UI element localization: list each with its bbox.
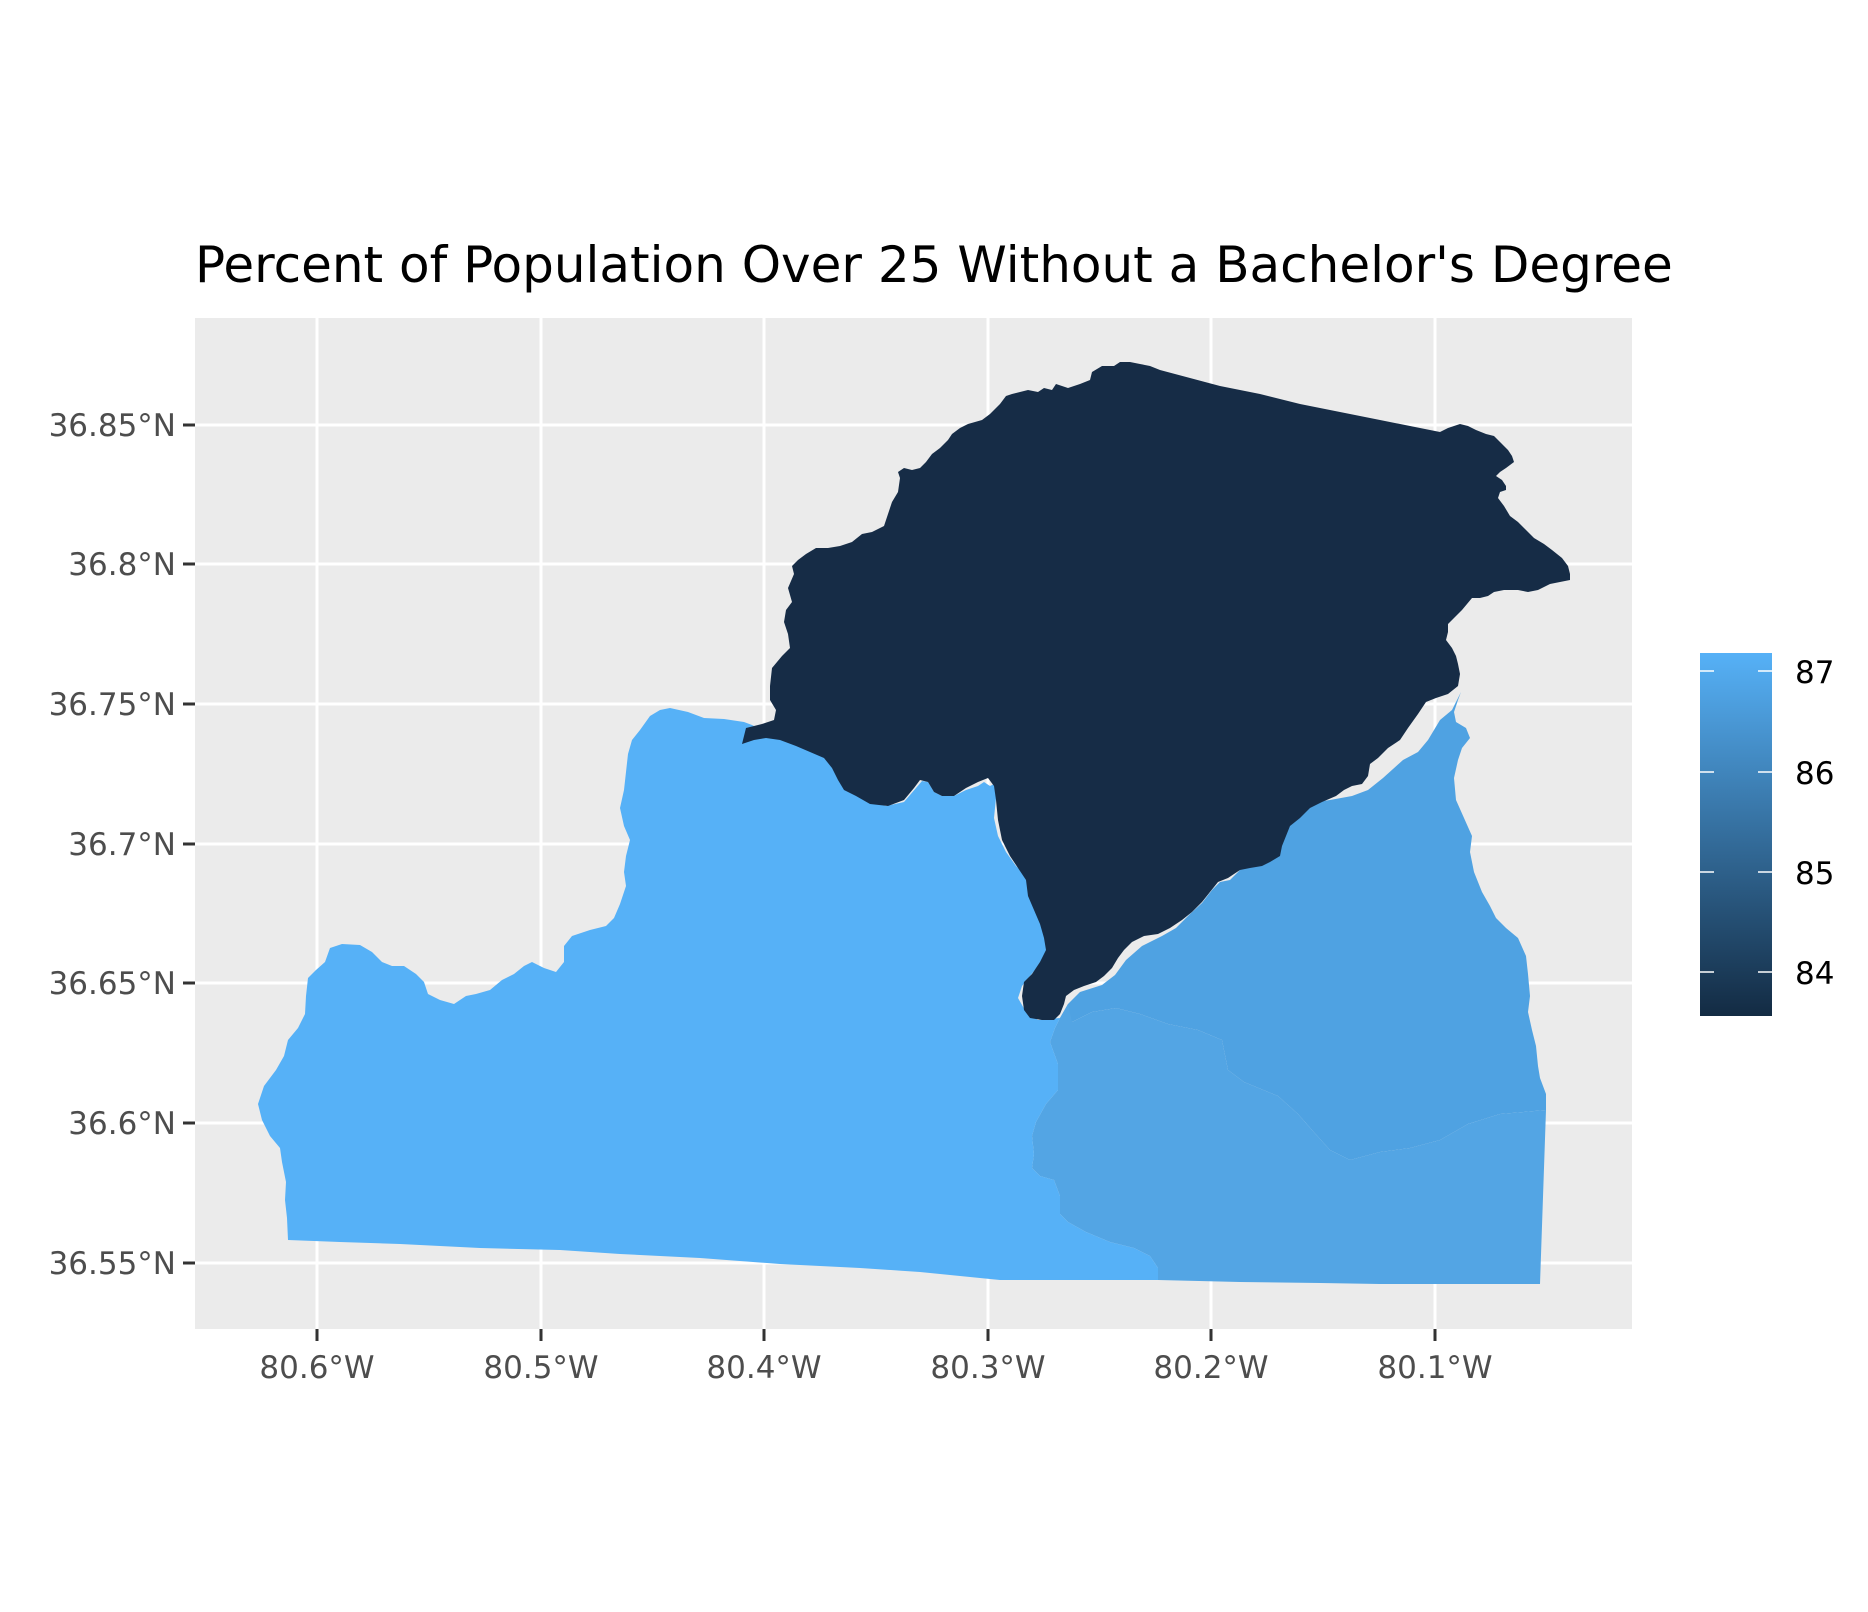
legend-label-85: 85	[1795, 856, 1834, 892]
y-tick-label-6: 36.6°N	[68, 1106, 176, 1142]
x-tick-label-6: 80.1°W	[1377, 1350, 1492, 1386]
region-west	[258, 708, 1158, 1280]
legend-colorbar	[1700, 653, 1772, 1016]
y-tick-label-3: 36.75°N	[49, 687, 176, 723]
x-tick-label-2: 80.5°W	[483, 1350, 598, 1386]
map-regions	[258, 362, 1570, 1284]
y-tick-label-2: 36.8°N	[68, 547, 176, 583]
y-axis	[183, 423, 195, 1265]
x-axis-labels: 80.6°W 80.5°W 80.4°W 80.3°W 80.2°W 80.1°…	[259, 1350, 1492, 1386]
legend-label-84: 84	[1795, 956, 1834, 992]
map-title: Percent of Population Over 25 Without a …	[195, 236, 1673, 294]
legend-label-87: 87	[1795, 655, 1834, 691]
legend-label-86: 86	[1795, 756, 1834, 792]
y-tick-label-1: 36.85°N	[49, 408, 176, 444]
x-axis	[315, 1329, 1437, 1341]
region-north	[742, 362, 1570, 1020]
legend-ticks	[1700, 670, 1772, 973]
region-east	[1060, 692, 1546, 1160]
y-tick-label-5: 36.65°N	[49, 966, 176, 1002]
x-tick-label-4: 80.3°W	[930, 1350, 1045, 1386]
region-southeast	[1032, 1004, 1546, 1284]
x-tick-label-3: 80.4°W	[706, 1350, 821, 1386]
legend: 87 86 85 84	[1700, 653, 1834, 1016]
y-tick-label-7: 36.55°N	[49, 1246, 176, 1282]
y-tick-label-4: 36.7°N	[68, 827, 176, 863]
x-tick-label-1: 80.6°W	[259, 1350, 374, 1386]
y-axis-labels: 36.85°N 36.8°N 36.75°N 36.7°N 36.65°N 36…	[49, 408, 176, 1282]
x-tick-label-5: 80.2°W	[1153, 1350, 1268, 1386]
